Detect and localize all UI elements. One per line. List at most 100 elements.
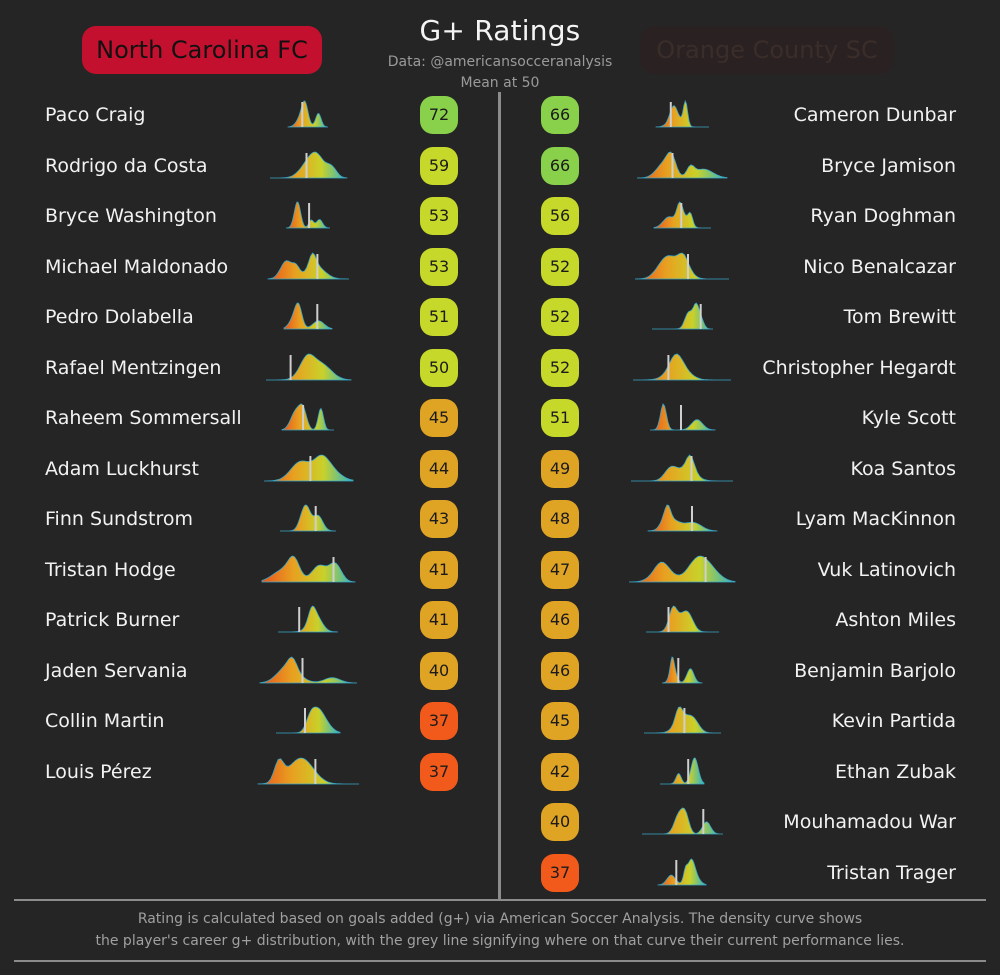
rating-badge: 37 xyxy=(541,853,579,892)
center-divider xyxy=(498,92,501,900)
rating-badge: 46 xyxy=(541,601,579,639)
density-curve xyxy=(269,151,347,178)
density-area xyxy=(261,555,355,582)
player-name: Raheem Sommersall xyxy=(45,407,242,429)
player-name: Collin Martin xyxy=(45,710,165,732)
player-name: Louis Pérez xyxy=(45,760,152,783)
player-name: Vuk Latinovich xyxy=(817,558,956,581)
player-row: Nico Benalcazar 52 xyxy=(0,242,1000,292)
player-row: Bryce Washington 53 xyxy=(0,191,1000,241)
density-area xyxy=(628,555,736,582)
player-name: Rafael Mentzingen xyxy=(45,356,222,379)
player-row: Tristan Trager 37 xyxy=(0,848,1000,898)
rating-badge: 52 xyxy=(541,298,579,336)
density-curve xyxy=(257,757,359,784)
density-curve xyxy=(261,555,355,582)
player-name: Kyle Scott xyxy=(861,407,956,429)
density-area xyxy=(655,99,709,128)
rating-badge: 49 xyxy=(541,449,579,488)
rating-badge: 53 xyxy=(420,197,458,235)
player-name: Adam Luckhurst xyxy=(45,457,199,480)
density-curve xyxy=(651,302,713,330)
rating-badge: 51 xyxy=(420,298,458,336)
density-area xyxy=(657,857,707,885)
density-curve xyxy=(641,807,723,835)
density-curve xyxy=(645,605,719,633)
density-area xyxy=(660,757,705,784)
density-curve xyxy=(647,504,717,532)
density-curve xyxy=(259,656,357,683)
player-row: Adam Luckhurst 44 xyxy=(0,444,1000,494)
rating-badge: 56 xyxy=(541,197,579,235)
rating-badge: 53 xyxy=(420,247,458,286)
rating-badge: 40 xyxy=(541,803,579,841)
rating-badge: 45 xyxy=(420,399,458,437)
player-row: Christopher Hegardt 52 xyxy=(0,343,1000,393)
player-row: Raheem Sommersall 45 xyxy=(0,393,1000,443)
density-area xyxy=(269,151,347,178)
density-area xyxy=(661,655,703,683)
density-area xyxy=(643,706,721,734)
density-area xyxy=(653,201,711,229)
density-area xyxy=(257,757,359,784)
rating-badge: 48 xyxy=(541,500,579,538)
player-row: Jaden Servania 40 xyxy=(0,646,1000,696)
density-area xyxy=(280,504,336,532)
density-curve xyxy=(267,251,349,279)
player-row: Bryce Jamison 66 xyxy=(0,141,1000,191)
density-area xyxy=(651,302,713,330)
density-area xyxy=(641,807,723,835)
player-row: Koa Santos 49 xyxy=(0,444,1000,494)
density-curve xyxy=(649,403,715,431)
rating-badge: 41 xyxy=(420,601,458,639)
density-area xyxy=(647,504,717,532)
rating-badge: 44 xyxy=(420,449,458,488)
player-name: Nico Benalcazar xyxy=(803,255,956,278)
rating-badge: 43 xyxy=(420,500,458,538)
player-name: Bryce Jamison xyxy=(821,154,956,177)
density-area xyxy=(631,453,733,481)
player-name: Tristan Trager xyxy=(827,861,956,884)
footer-line-2: the player's career g+ distribution, wit… xyxy=(95,933,905,949)
player-name: Benjamin Barjolo xyxy=(794,659,956,682)
chart-subtitle-mean: Mean at 50 xyxy=(460,75,540,91)
player-name: Tom Brewitt xyxy=(843,306,956,328)
player-name: Bryce Washington xyxy=(45,205,217,227)
player-name: Jaden Servania xyxy=(45,659,188,682)
rating-badge: 42 xyxy=(541,752,579,791)
rating-badge: 46 xyxy=(541,651,579,690)
chart-subtitle-source: Data: @americansocceranalysis xyxy=(387,54,613,70)
density-curve xyxy=(283,302,333,330)
player-row: Cameron Dunbar 66 xyxy=(0,90,1000,140)
player-row: Patrick Burner 41 xyxy=(0,595,1000,645)
player-row: Michael Maldonado 53 xyxy=(0,242,1000,292)
player-row: Rodrigo da Costa 59 xyxy=(0,141,1000,191)
player-row: Paco Craig 72 xyxy=(0,90,1000,140)
player-row: Louis Pérez 37 xyxy=(0,747,1000,797)
player-row: Rafael Mentzingen 50 xyxy=(0,343,1000,393)
player-row: Ethan Zubak 42 xyxy=(0,747,1000,797)
player-row: Pedro Dolabella 51 xyxy=(0,292,1000,342)
rating-badge: 52 xyxy=(541,247,579,286)
player-row: Benjamin Barjolo 46 xyxy=(0,646,1000,696)
density-area xyxy=(633,353,731,380)
density-curve xyxy=(636,151,728,178)
player-row: Vuk Latinovich 47 xyxy=(0,545,1000,595)
density-curve xyxy=(287,100,329,128)
team-name-home: North Carolina FC xyxy=(82,26,322,74)
chart-title: G+ Ratings xyxy=(419,14,581,47)
density-curve xyxy=(631,453,733,481)
player-row: Tom Brewitt 52 xyxy=(0,292,1000,342)
player-name: Mouhamadou War xyxy=(783,811,956,833)
player-name: Patrick Burner xyxy=(45,609,180,631)
rating-badge: 45 xyxy=(541,702,579,740)
player-name: Rodrigo da Costa xyxy=(45,154,208,177)
player-name: Koa Santos xyxy=(850,457,956,480)
density-curve xyxy=(280,504,336,532)
density-curve xyxy=(655,99,709,128)
density-curve xyxy=(657,857,707,885)
density-curve xyxy=(281,403,334,431)
footer-note: Rating is calculated based on goals adde… xyxy=(0,908,1000,952)
player-name: Ethan Zubak xyxy=(835,760,956,783)
footer-divider-bottom xyxy=(14,960,986,962)
